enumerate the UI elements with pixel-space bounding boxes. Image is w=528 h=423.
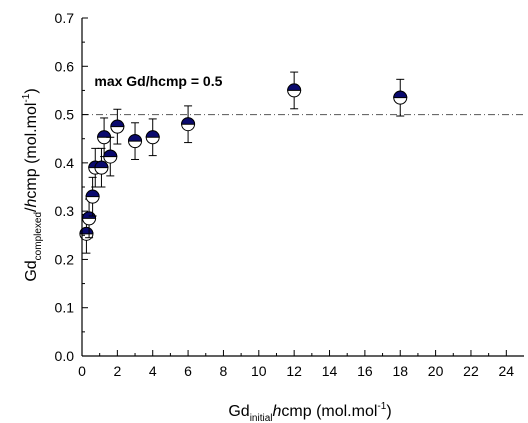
marker-half-fill [393,90,408,99]
marker-half-fill [128,134,143,142]
marker-half-fill [181,117,196,125]
x-tick-label: 20 [428,363,444,379]
marker-half-fill [94,160,109,169]
x-tick-label: 8 [220,363,228,379]
data-point [287,71,302,110]
marker-half-fill [145,130,160,138]
y-tick-label: 0.4 [55,155,75,171]
y-tick-label: 0.0 [55,348,75,364]
data-point [145,118,160,157]
y-tick-label: 0.1 [55,300,75,316]
x-tick-label: 22 [463,363,479,379]
tick-marks [81,17,507,357]
axes [81,18,524,357]
x-axis-title: Gdinitialhcmp (mol.mol-1) [228,401,391,423]
data-point [103,136,118,177]
x-tick-label: 18 [392,363,408,379]
y-tick-label: 0.7 [55,10,75,26]
data-point [94,147,109,188]
x-tick-label: 2 [113,363,121,379]
y-tick-label: 0.5 [55,107,75,123]
data-point [393,78,408,117]
x-tick-label: 6 [184,363,192,379]
x-tick-label: 0 [78,363,86,379]
y-tick-label: 0.2 [55,251,75,267]
plot-area [79,71,524,254]
x-tick-label: 4 [149,363,157,379]
marker-half-fill [287,83,302,91]
data-point [110,108,125,145]
x-tick-label: 10 [251,363,267,379]
data-point [181,105,196,144]
marker-half-fill [82,211,97,219]
data-point [85,176,100,217]
y-axis-title: Gdcomplexed/hcmp (mol.mol-1) [21,88,44,281]
y-tick-label: 0.3 [55,203,75,219]
x-tick-label: 24 [499,363,515,379]
tick-labels: 0 2 4 6 8 10 12 14 16 18 20 22 240.00.10.20.30.40.50… [55,10,515,379]
marker-half-fill [85,189,100,198]
marker-half-fill [103,149,118,158]
marker-half-fill [97,130,112,138]
x-tick-label: 12 [286,363,302,379]
x-tick-label: 16 [357,363,373,379]
annotation-max-ratio: max Gd/hcmp = 0.5 [94,73,222,89]
x-tick-label: 14 [322,363,338,379]
y-tick-label: 0.6 [55,58,75,74]
data-point [128,122,143,160]
marker-half-fill [79,226,94,235]
marker-half-fill [110,119,125,128]
